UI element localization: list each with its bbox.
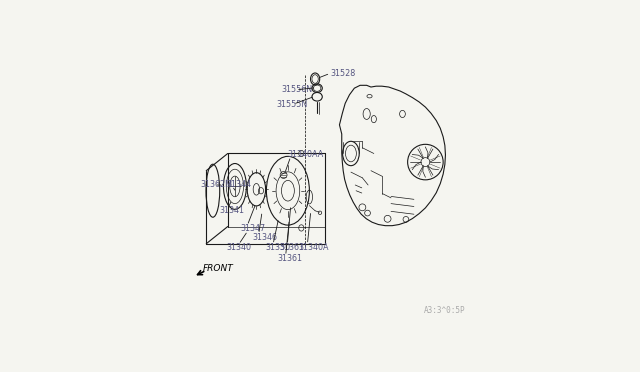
Text: 31347: 31347: [241, 224, 266, 233]
Text: 31344: 31344: [227, 180, 252, 189]
Text: FRONT: FRONT: [202, 264, 234, 273]
Text: 31556N: 31556N: [282, 86, 313, 94]
Text: 31350: 31350: [265, 243, 290, 252]
Text: 31340AA: 31340AA: [288, 150, 324, 158]
Text: 31340: 31340: [227, 243, 252, 252]
Text: 31361: 31361: [279, 243, 304, 252]
Text: 31362M: 31362M: [200, 180, 232, 189]
Text: 31528: 31528: [331, 69, 356, 78]
Text: 31341: 31341: [219, 206, 244, 215]
Text: 31361: 31361: [278, 254, 303, 263]
Text: 31340A: 31340A: [298, 243, 328, 252]
Text: 31346: 31346: [252, 232, 277, 242]
Text: 31555N: 31555N: [276, 100, 308, 109]
Text: A3:3^0:5P: A3:3^0:5P: [424, 306, 465, 315]
